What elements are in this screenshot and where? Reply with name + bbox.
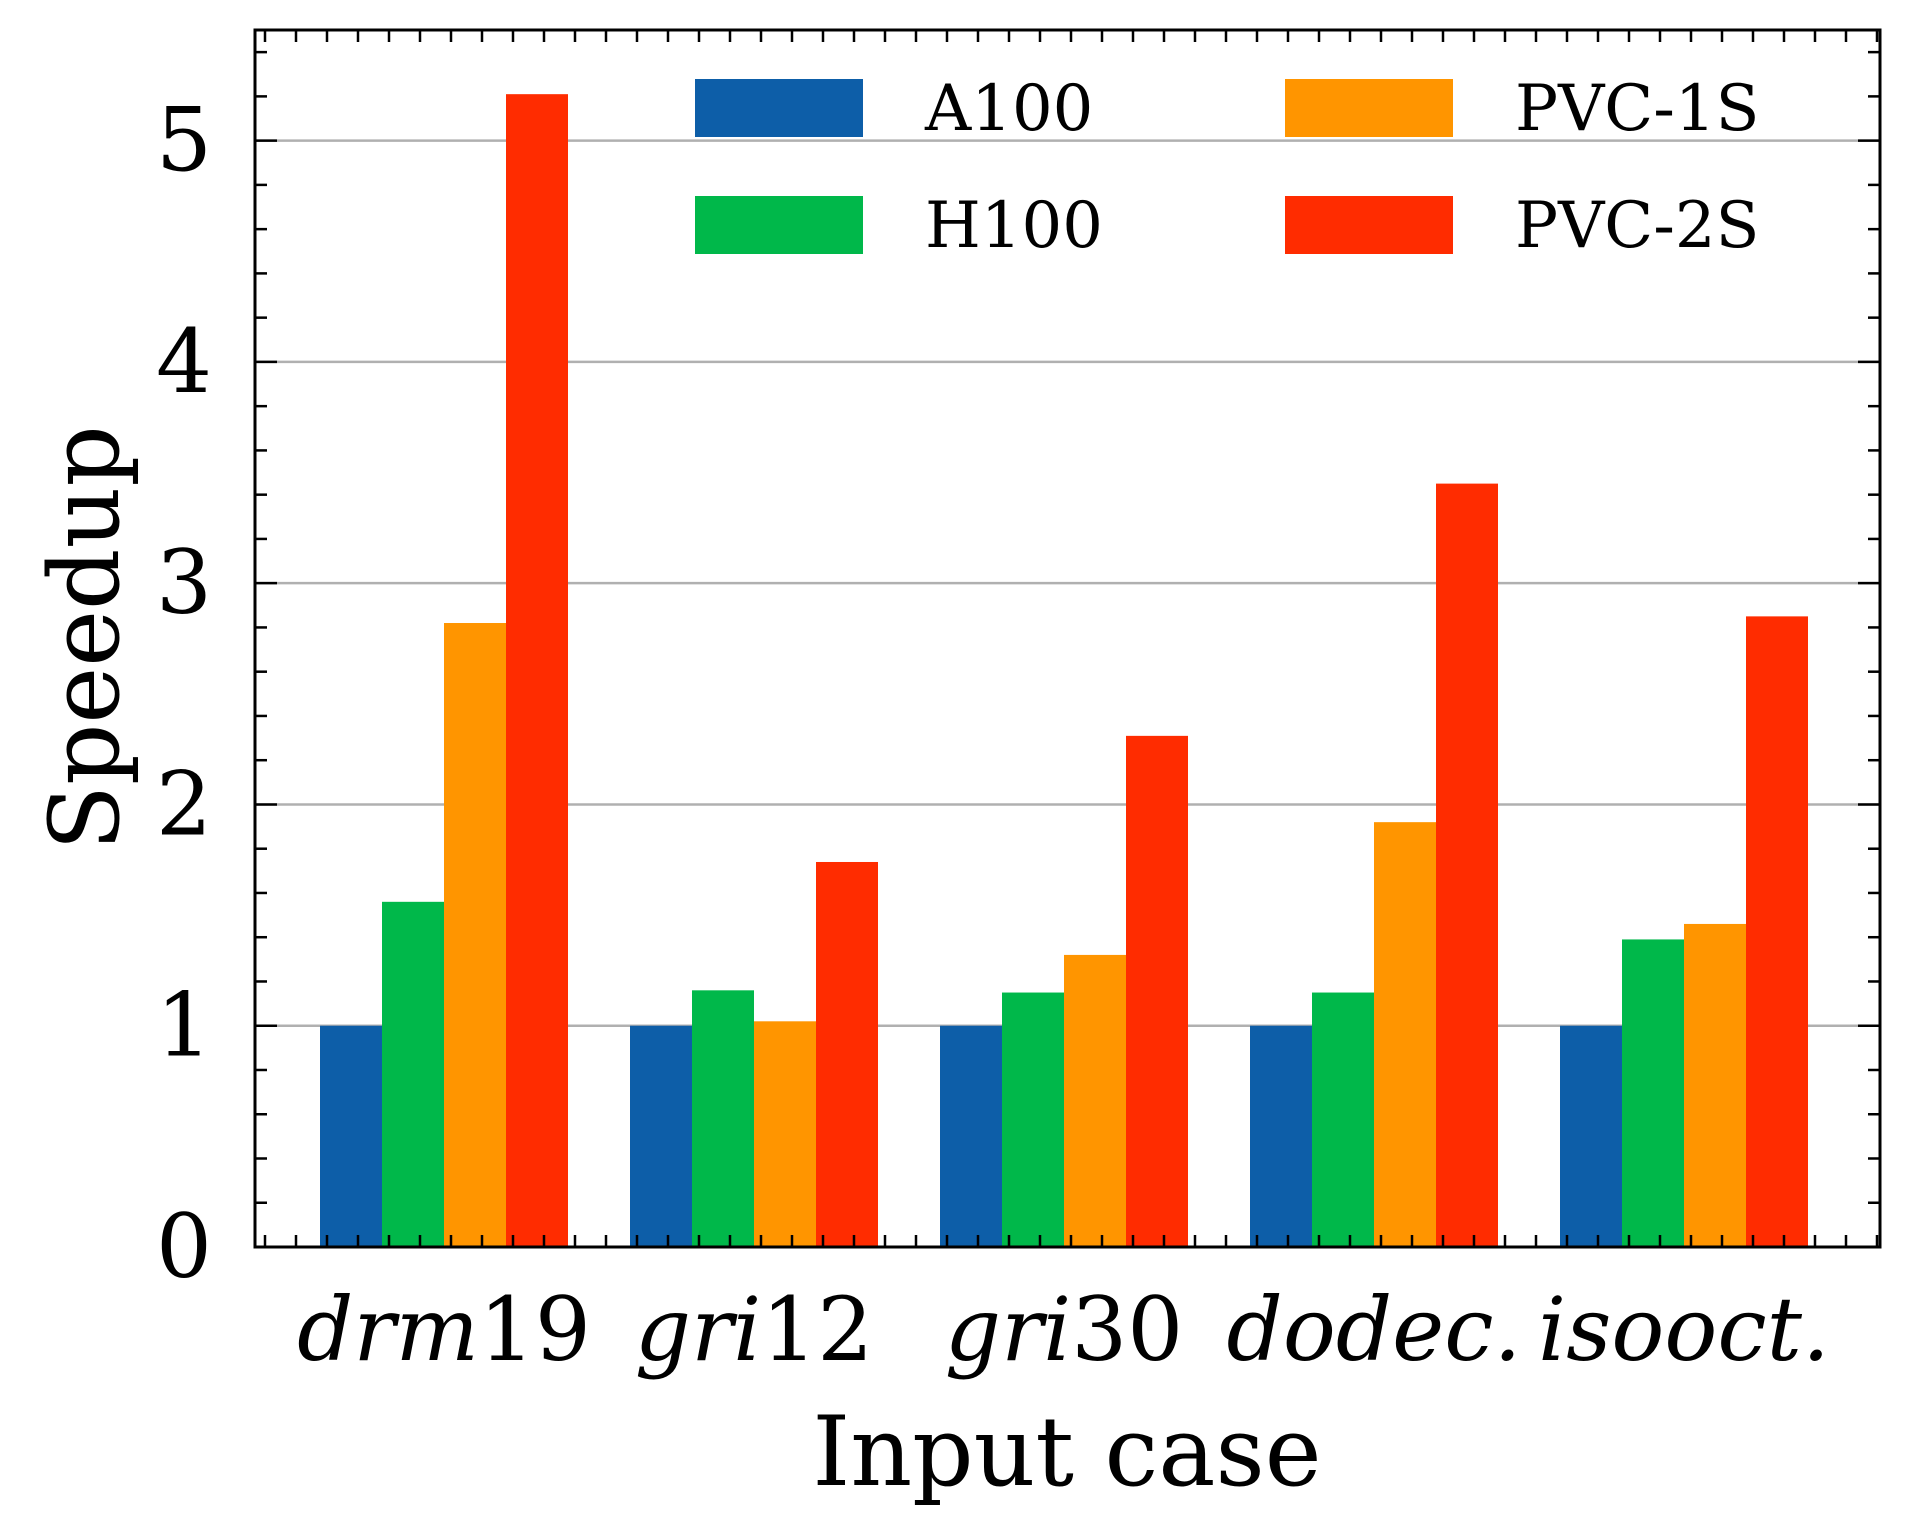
xtick-label-dodec: dodec. bbox=[1227, 1278, 1522, 1381]
axis-ticks bbox=[255, 30, 1880, 1249]
x-category-labels: drm19 gri12 gri30 dodec. isooct. bbox=[297, 1278, 1830, 1381]
bar-a100-gri12 bbox=[630, 1025, 692, 1247]
bar-pvc-2s-drm19 bbox=[506, 94, 568, 1248]
bar-h100-drm19 bbox=[382, 901, 444, 1247]
bar-a100-isooct bbox=[1560, 1025, 1622, 1247]
y-tick-labels: 0 1 2 3 4 5 bbox=[156, 89, 212, 1298]
bar-pvc-1s-dodec bbox=[1374, 822, 1436, 1247]
legend: A100 H100 PVC-1S PVC-2S bbox=[695, 72, 1759, 263]
bar-a100-drm19 bbox=[320, 1025, 382, 1247]
bar-h100-gri12 bbox=[692, 990, 754, 1247]
legend-swatch-pvc-1s bbox=[1285, 79, 1453, 137]
bar-h100-gri30 bbox=[1002, 992, 1064, 1247]
legend-label-pvc-1s: PVC-1S bbox=[1515, 72, 1759, 146]
bar-pvc-2s-dodec bbox=[1436, 483, 1498, 1247]
bar-pvc-2s-gri30 bbox=[1126, 735, 1188, 1247]
legend-swatch-pvc-2s bbox=[1285, 196, 1453, 254]
legend-swatch-a100 bbox=[695, 79, 863, 137]
y-axis-title: Speedup bbox=[29, 425, 141, 851]
x-axis-title: Input case bbox=[812, 1396, 1321, 1508]
bar-h100-isooct bbox=[1622, 939, 1684, 1247]
bar-pvc-2s-gri12 bbox=[816, 861, 878, 1247]
legend-label-pvc-2s: PVC-2S bbox=[1515, 189, 1759, 263]
bar-a100-gri30 bbox=[940, 1025, 1002, 1247]
bars bbox=[320, 94, 1808, 1248]
bar-h100-dodec bbox=[1312, 992, 1374, 1247]
bar-pvc-1s-gri30 bbox=[1064, 954, 1126, 1247]
legend-label-a100: A100 bbox=[924, 72, 1093, 146]
xtick-label-gri12: gri12 bbox=[635, 1278, 874, 1381]
ytick-label-5: 5 bbox=[156, 89, 212, 192]
plot-frame bbox=[253, 28, 1882, 1249]
legend-swatch-h100 bbox=[695, 196, 863, 254]
ytick-label-4: 4 bbox=[156, 310, 212, 413]
bar-pvc-1s-isooct bbox=[1684, 923, 1746, 1247]
legend-label-h100: H100 bbox=[925, 189, 1103, 263]
xtick-label-isooct: isooct. bbox=[1538, 1278, 1830, 1381]
bar-pvc-1s-drm19 bbox=[444, 623, 506, 1247]
xtick-label-drm19: drm19 bbox=[297, 1278, 591, 1381]
bar-pvc-1s-gri12 bbox=[754, 1021, 816, 1247]
ytick-label-0: 0 bbox=[156, 1195, 212, 1298]
bar-a100-dodec bbox=[1250, 1025, 1312, 1247]
bar-pvc-2s-isooct bbox=[1746, 616, 1808, 1247]
ytick-label-2: 2 bbox=[156, 752, 212, 855]
ytick-label-1: 1 bbox=[156, 974, 212, 1077]
ytick-label-3: 3 bbox=[156, 531, 212, 634]
xtick-label-gri30: gri30 bbox=[945, 1278, 1184, 1381]
